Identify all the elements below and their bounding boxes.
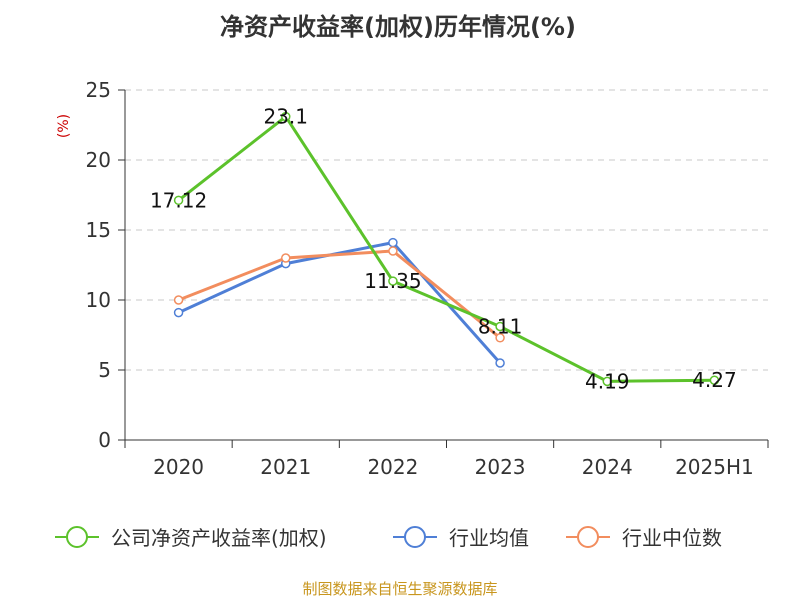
x-tick-label-2025H1: 2025H1 [675, 455, 754, 479]
legend-marker-0 [66, 526, 88, 548]
y-tick-label-0: 0 [98, 428, 111, 452]
series-line-0 [177, 115, 715, 383]
x-tick-label-2024: 2024 [582, 455, 633, 479]
data-label-2021: 23.1 [263, 105, 308, 129]
y-tick-label-20: 20 [86, 148, 111, 172]
point-s0-2022 [388, 276, 398, 286]
x-tick-label-2023: 2023 [475, 455, 526, 479]
point-s1-2023 [495, 358, 505, 368]
axes: 0 5 10 15 20 25 2020 2021 2022 2023 2024 2025H1 [86, 78, 769, 479]
point-s0-2020 [173, 195, 184, 206]
series-line-2 [178, 249, 502, 339]
point-s1-2020 [173, 307, 184, 318]
chart-title: 净资产收益率(加权)历年情况(%) [220, 13, 576, 41]
series-layer [173, 111, 720, 387]
grid [125, 89, 768, 371]
data-label-2023: 8.11 [478, 314, 523, 338]
x-tick-label-2021: 2021 [260, 455, 311, 479]
data-label-2022: 11.35 [364, 269, 421, 293]
legend-label-1: 行业均值 [449, 526, 529, 550]
point-s0-2023 [495, 321, 505, 332]
y-tick-label-5: 5 [98, 358, 111, 382]
point-s0-2025H1 [709, 375, 720, 385]
data-label-2025H1: 4.27 [692, 368, 737, 392]
data-label-2020: 17.12 [150, 188, 207, 212]
y-tick-label-15: 15 [86, 218, 111, 242]
y-tick-label-25: 25 [86, 78, 111, 102]
point-s0-2024 [602, 376, 612, 387]
x-tick-label-2022: 2022 [367, 455, 418, 479]
y-tick-label-10: 10 [86, 288, 111, 312]
point-s2-2023 [495, 333, 505, 343]
point-s2-2022 [388, 246, 398, 256]
point-s1-2022 [388, 237, 398, 248]
data-labels: 17.12 23.1 11.35 8.11 4.19 4.27 [150, 105, 737, 394]
data-label-2024: 4.19 [585, 369, 630, 393]
series-line-1 [177, 241, 502, 364]
y-axis-label: (%) [56, 114, 72, 138]
legend: 公司净资产收益率(加权) 行业均值 行业中位数 [55, 526, 722, 550]
point-s0-2021 [281, 111, 291, 122]
legend-marker-1 [404, 526, 426, 548]
point-s2-2021 [281, 253, 291, 263]
legend-label-2: 行业中位数 [622, 526, 722, 550]
legend-marker-2 [577, 526, 599, 548]
point-s2-2020 [173, 295, 184, 305]
legend-label-0: 公司净资产收益率(加权) [111, 526, 327, 550]
source-note: 制图数据来自恒生聚源数据库 [302, 580, 497, 598]
x-tick-label-2020: 2020 [153, 455, 204, 479]
